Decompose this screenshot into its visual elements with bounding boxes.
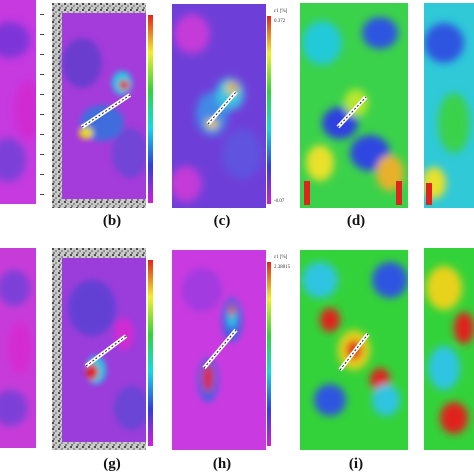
colorbar-a-ticks — [40, 14, 44, 195]
panel-a-top — [0, 0, 48, 204]
panel-b-strain-map — [52, 3, 164, 208]
colorbar-g — [146, 248, 168, 450]
panel-f-bottom — [0, 248, 48, 448]
caption-c: (c) — [213, 213, 231, 229]
colorbar-h: ε1 [%] 2.38015 — [266, 250, 296, 450]
colorbar-c-max: 0.372 — [274, 19, 286, 24]
panel-j-bottom — [424, 248, 474, 450]
colorbar-c-title: ε1 [%] — [274, 9, 288, 14]
colorbar-c: ε1 [%] 0.372 -0.07 — [266, 4, 296, 208]
panel-h-strain-map — [172, 250, 268, 450]
panel-e-top — [424, 3, 474, 208]
caption-b: (b) — [102, 213, 122, 229]
colorbar-h-max: 2.38015 — [274, 265, 291, 270]
panel-g-strain-map — [52, 248, 164, 450]
caption-d: (d) — [346, 213, 366, 229]
panel-c-strain-map — [172, 4, 268, 208]
caption-g: (g) — [103, 456, 121, 472]
colorbar-h-title: ε1 [%] — [274, 255, 288, 260]
caption-h: (h) — [212, 456, 232, 472]
colorbar-c-min: -0.07 — [274, 199, 285, 204]
caption-i: (i) — [348, 456, 364, 472]
colorbar-b — [146, 3, 168, 208]
panel-i-strain-map — [300, 250, 408, 450]
panel-d-strain-map — [300, 3, 408, 208]
